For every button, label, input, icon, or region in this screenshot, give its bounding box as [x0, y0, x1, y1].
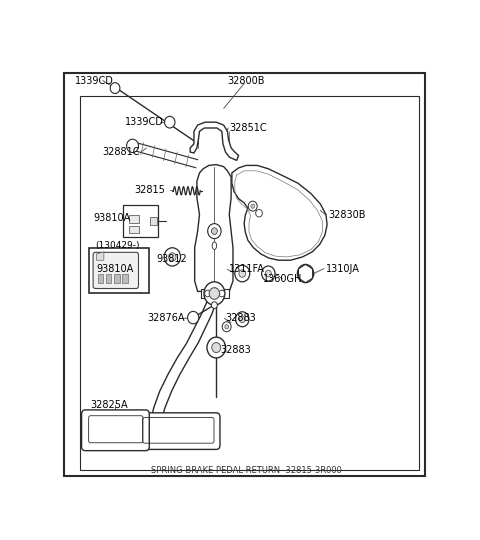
Circle shape [251, 204, 254, 208]
Bar [106, 274, 111, 282]
Text: 32815: 32815 [134, 185, 165, 194]
Circle shape [207, 337, 226, 358]
Polygon shape [201, 289, 229, 298]
Text: 93810A: 93810A [94, 213, 131, 223]
Circle shape [248, 201, 257, 211]
FancyBboxPatch shape [136, 413, 220, 449]
Text: 32883: 32883 [226, 313, 256, 323]
Text: 32876A: 32876A [147, 313, 185, 323]
Circle shape [164, 248, 180, 266]
FancyBboxPatch shape [93, 252, 139, 288]
Text: 32830B: 32830B [328, 210, 365, 220]
Text: 1339CD: 1339CD [75, 76, 114, 86]
Polygon shape [139, 418, 215, 442]
Circle shape [225, 325, 228, 329]
Circle shape [236, 312, 249, 327]
Circle shape [168, 253, 176, 261]
Circle shape [222, 322, 231, 332]
FancyBboxPatch shape [82, 410, 149, 451]
Polygon shape [190, 122, 239, 160]
Text: 32800B: 32800B [227, 76, 265, 86]
Circle shape [211, 228, 217, 234]
Text: 1339CD: 1339CD [125, 117, 164, 127]
Bar [122, 274, 128, 282]
Bar [114, 274, 120, 282]
Bar [129, 215, 139, 223]
Circle shape [110, 83, 120, 93]
Text: 93810A: 93810A [96, 264, 134, 274]
Text: 32851C: 32851C [229, 123, 267, 133]
Circle shape [211, 302, 217, 308]
Circle shape [165, 116, 175, 128]
Polygon shape [151, 289, 220, 418]
Polygon shape [150, 217, 157, 225]
Text: (130429-): (130429-) [96, 241, 140, 250]
Polygon shape [96, 252, 104, 260]
Text: 1310JA: 1310JA [326, 264, 360, 274]
Polygon shape [232, 165, 327, 260]
Text: 1360GH: 1360GH [263, 274, 302, 284]
Circle shape [256, 210, 263, 217]
Text: SPRING-BRAKE PEDAL RETURN  32815-3R000: SPRING-BRAKE PEDAL RETURN 32815-3R000 [151, 466, 341, 475]
Text: 1311FA: 1311FA [229, 265, 265, 274]
Circle shape [219, 290, 225, 297]
Circle shape [212, 342, 221, 353]
Circle shape [297, 265, 314, 282]
Circle shape [262, 266, 275, 281]
FancyBboxPatch shape [123, 205, 158, 238]
Circle shape [127, 139, 139, 152]
Ellipse shape [212, 242, 216, 249]
Text: 32881C: 32881C [103, 147, 140, 157]
Bar [98, 274, 103, 282]
Polygon shape [195, 165, 233, 292]
Bar [89, 248, 149, 294]
Circle shape [235, 265, 250, 282]
Text: 93812: 93812 [156, 254, 188, 265]
Circle shape [209, 288, 219, 299]
Circle shape [208, 224, 221, 239]
Circle shape [240, 316, 245, 322]
Text: 32883: 32883 [220, 345, 251, 355]
Circle shape [204, 282, 225, 305]
Bar [129, 226, 139, 233]
Circle shape [265, 270, 271, 277]
Text: 32825A: 32825A [91, 400, 128, 410]
Circle shape [188, 312, 199, 324]
Circle shape [204, 290, 211, 297]
Circle shape [239, 270, 246, 277]
